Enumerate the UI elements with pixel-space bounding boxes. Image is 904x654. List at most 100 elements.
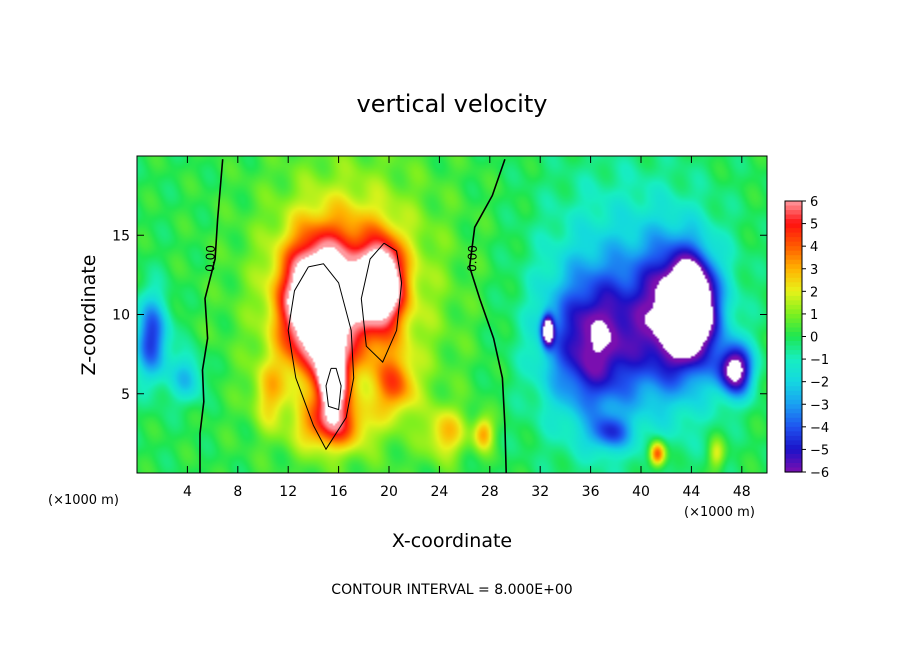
colorbar-segment	[785, 449, 802, 455]
colorbar-segment	[785, 201, 802, 207]
colorbar-tick-label: 6	[810, 195, 818, 210]
colorbar-segment	[785, 431, 802, 437]
colorbar-segment	[785, 223, 802, 229]
colorbar-segment	[785, 381, 802, 387]
colorbar-tick-label: 4	[810, 240, 818, 255]
colorbar-segment	[785, 386, 802, 392]
colorbar-tick-label: −3	[810, 398, 829, 413]
colorbar-tick-label: −1	[810, 353, 829, 368]
colorbar-segment	[785, 259, 802, 265]
y-axis: 5 10 15	[112, 228, 767, 403]
x-axis-title: X-coordinate	[392, 530, 512, 552]
contour-lines	[199, 158, 507, 473]
colorbar-segment	[785, 237, 802, 243]
heatmap-area: 0.00 0.00	[136, 155, 768, 474]
colorbar-segment	[785, 264, 802, 270]
colorbar-segment	[785, 241, 802, 247]
colorbar-segment	[785, 408, 802, 414]
colorbar-segment	[785, 313, 802, 320]
colorbar-segment	[785, 426, 802, 432]
colorbar-segment	[785, 205, 802, 211]
colorbar-segment	[785, 435, 802, 441]
colorbar-segment	[785, 417, 802, 423]
colorbar-segment	[785, 440, 802, 446]
x-tick-label: 20	[380, 484, 398, 500]
colorbar-segment	[785, 318, 802, 324]
colorbar-tick-label: 5	[810, 218, 818, 233]
colorbar-segment	[785, 453, 802, 460]
colorbar-segment	[785, 210, 802, 216]
colorbar-segment	[785, 250, 802, 256]
colorbar-segment	[785, 246, 802, 252]
contour-interval-footer: CONTOUR INTERVAL = 8.000E+00	[331, 582, 572, 598]
colorbar-segment	[785, 368, 802, 374]
colorbar-tick-label: 1	[810, 308, 818, 323]
colorbar-segment	[785, 354, 802, 360]
y-axis-title: Z-coordinate	[78, 255, 100, 376]
colorbar-segment	[785, 372, 802, 378]
colorbar-segment	[785, 214, 802, 220]
colorbar-segment	[785, 467, 802, 473]
colorbar-segment	[785, 359, 802, 365]
colorbar-segment	[785, 255, 802, 261]
x-unit-label-left: (×1000 m)	[48, 493, 119, 508]
contour-line	[360, 242, 403, 363]
colorbar-tick-label: −6	[810, 466, 829, 481]
y-tick-label: 15	[112, 228, 130, 244]
colorbar-segment	[785, 336, 802, 342]
colorbar-segment	[785, 413, 802, 419]
colorbar-segment	[785, 341, 802, 347]
colorbar-segment	[785, 277, 802, 283]
colorbar-segment	[785, 458, 802, 464]
colorbar-tick-label: −2	[810, 376, 829, 391]
contour-label-left: 0.00	[203, 245, 218, 272]
colorbar-segment	[785, 444, 802, 451]
colorbar-segment	[785, 304, 802, 310]
colorbar-segment	[785, 309, 802, 315]
colorbar: 6 5 4 3 2 1 0 −1 −2 −3 −4 −5 −6	[784, 195, 829, 481]
x-tick-label: 48	[733, 484, 751, 500]
colorbar-tick-label: −5	[810, 443, 829, 458]
heatmap-field	[137, 156, 767, 473]
colorbar-segment	[785, 422, 802, 428]
colorbar-segment	[785, 462, 802, 469]
colorbar-segment	[785, 399, 802, 405]
colorbar-segment	[785, 291, 802, 297]
colorbar-segment	[785, 286, 802, 292]
colorbar-tick-label: 0	[810, 331, 818, 346]
colorbar-segment	[785, 345, 802, 351]
colorbar-segment	[785, 327, 802, 333]
colorbar-segment	[785, 273, 802, 279]
colorbar-segment	[785, 268, 802, 274]
y-tick-label: 10	[112, 308, 130, 324]
x-tick-label: 36	[582, 484, 600, 500]
x-tick-label: 32	[531, 484, 549, 500]
colorbar-segment	[785, 363, 802, 369]
colorbar-segment	[785, 219, 802, 225]
colorbar-segment	[785, 228, 802, 234]
chart-title: vertical velocity	[357, 90, 548, 118]
colorbar-tick-label: −4	[810, 421, 829, 436]
colorbar-segment	[785, 232, 802, 238]
zero-contour-line	[468, 158, 507, 473]
x-tick-label: 44	[682, 484, 700, 500]
colorbar-segment	[785, 300, 802, 306]
y-tick-label: 5	[121, 387, 130, 403]
x-tick-label: 4	[183, 484, 192, 500]
x-tick-label: 24	[430, 484, 448, 500]
colorbar-segment	[785, 390, 802, 396]
colorbar-tick-label: 2	[810, 285, 818, 300]
colorbar-segment	[785, 331, 802, 338]
zero-contour-line	[199, 159, 224, 473]
x-tick-label: 28	[481, 484, 499, 500]
x-tick-label: 16	[330, 484, 348, 500]
colorbar-segment	[785, 395, 802, 401]
x-axis: 4 8 12 16 20 24 28 32 36 40 44 48	[183, 156, 751, 500]
colorbar-segment	[785, 282, 802, 288]
colorbar-segment	[785, 377, 802, 383]
colorbar-segment	[785, 322, 802, 329]
x-tick-label: 12	[279, 484, 297, 500]
colorbar-segment	[785, 350, 802, 356]
colorbar-tick-label: 3	[810, 263, 818, 278]
